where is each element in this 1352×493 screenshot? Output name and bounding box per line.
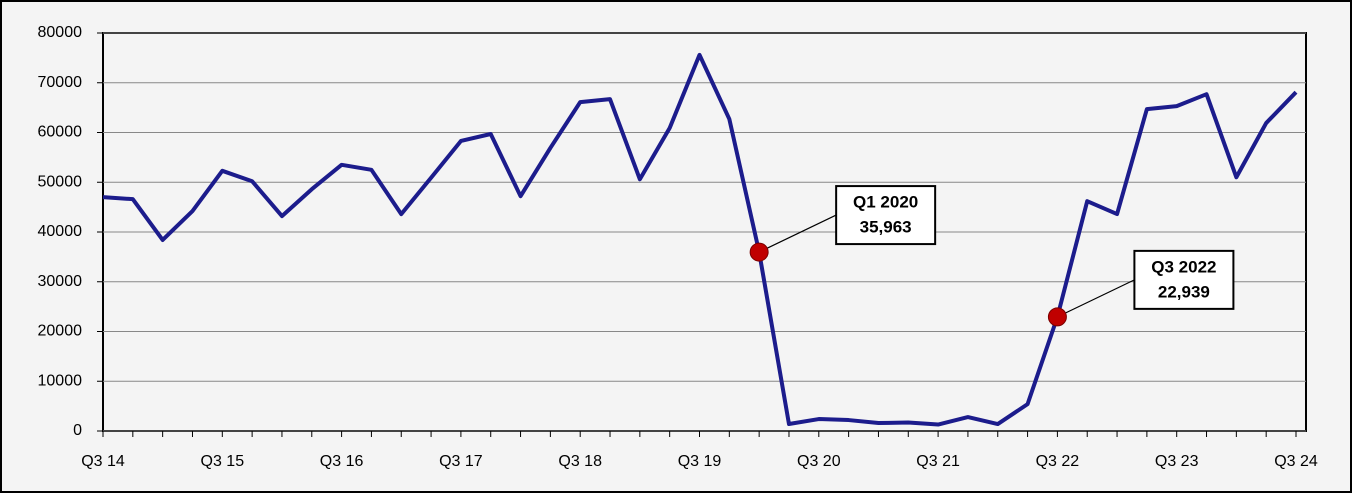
x-tick-label: Q3 14	[81, 453, 125, 470]
y-tick-label: 40000	[38, 223, 83, 240]
callout-box	[835, 185, 937, 246]
x-tick-label: Q3 17	[439, 453, 483, 470]
y-tick-label: 0	[73, 422, 82, 439]
x-tick-label: Q3 22	[1036, 453, 1080, 470]
callout-box	[1133, 249, 1235, 310]
y-tick-label: 20000	[38, 323, 83, 340]
y-tick-label: 10000	[38, 372, 83, 389]
highlight-point	[1047, 307, 1067, 327]
x-tick-label: Q3 24	[1274, 453, 1318, 470]
data-label: 22,939	[1158, 282, 1210, 301]
y-tick-label: 50000	[38, 173, 83, 190]
callout-leader	[1057, 279, 1135, 318]
x-tick-label: Q3 21	[916, 453, 960, 470]
highlight-point	[749, 242, 769, 262]
x-tick-label: Q3 19	[678, 453, 722, 470]
y-tick-label: 60000	[38, 124, 83, 141]
x-tick-label: Q3 15	[201, 453, 245, 470]
series-line	[102, 52, 1298, 427]
callout: Q3 2022 22,939	[1057, 249, 1235, 318]
x-tick-label: Q3 20	[797, 453, 841, 470]
callout-title: Q1 2020	[853, 193, 918, 212]
data-label: 35,963	[860, 218, 912, 237]
y-tick-label: 70000	[38, 74, 83, 91]
y-tick-label: 80000	[38, 24, 83, 41]
callout-title: Q3 2022	[1151, 257, 1216, 276]
x-tick-label: Q3 16	[320, 453, 364, 470]
callout-leader	[758, 214, 837, 253]
x-tick-label: Q3 23	[1155, 453, 1199, 470]
y-tick-label: 30000	[38, 273, 83, 290]
x-tick-label: Q3 18	[558, 453, 602, 470]
callout: Q1 2020 35,963	[758, 185, 937, 253]
